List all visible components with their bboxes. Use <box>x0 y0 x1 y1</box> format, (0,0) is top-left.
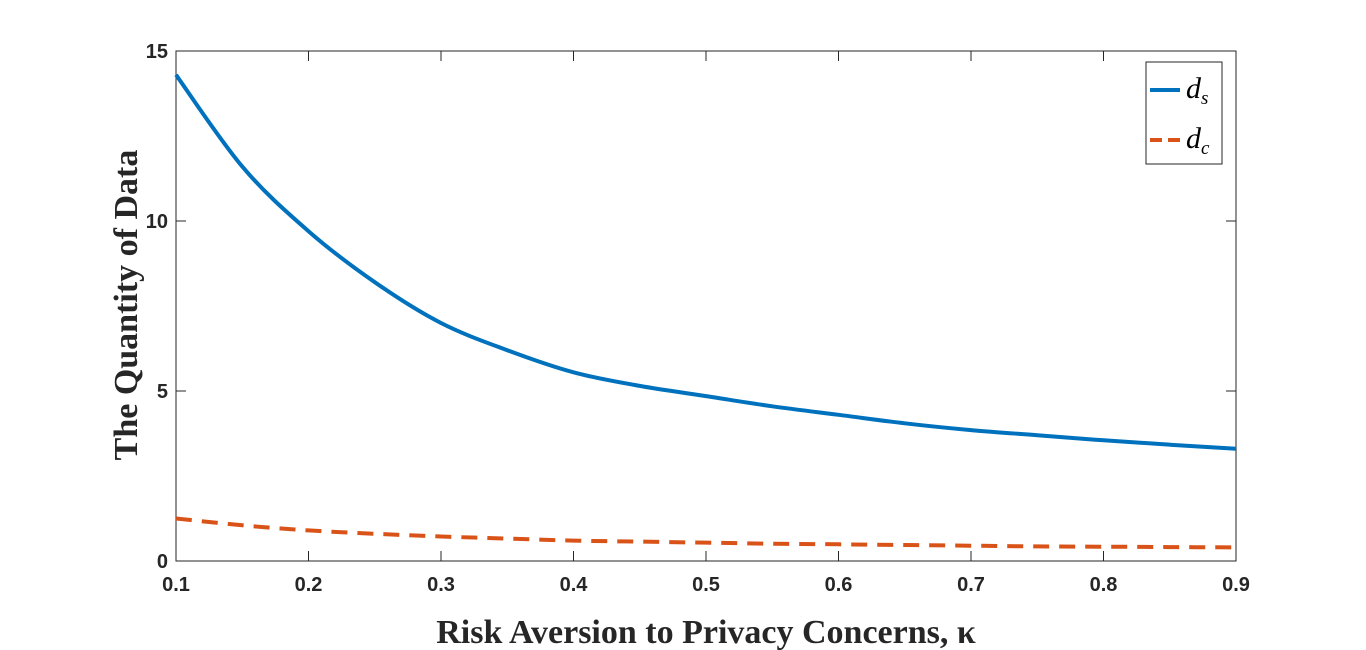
y-tick-label: 15 <box>146 41 168 63</box>
legend-label-subscript: c <box>1201 138 1210 159</box>
x-axis-title: Risk Aversion to Privacy Concerns, κ <box>436 614 976 650</box>
legend-box <box>1145 61 1223 165</box>
x-tick-label: 0.8 <box>1090 574 1118 596</box>
x-tick-label: 0.2 <box>295 574 323 596</box>
x-tick-label: 0.7 <box>957 574 985 596</box>
legend-label-main: d <box>1186 72 1202 105</box>
y-tick-label: 0 <box>157 551 168 573</box>
axis-ticks: 0.1 0.2 0.3 0.4 0.5 0.6 0.7 0.8 0.9 0 5 10 15 <box>146 41 1250 596</box>
x-tick-label: 0.3 <box>427 574 455 596</box>
legend-label-d-c: dc <box>1186 122 1210 159</box>
y-axis-title: The Quantity of Data <box>108 150 145 461</box>
plot-area <box>174 50 1237 562</box>
x-tick-label: 0.1 <box>162 574 190 596</box>
x-tick-label: 0.6 <box>825 574 853 596</box>
legend-label-d-s: ds <box>1186 72 1208 109</box>
series-line-d-s <box>174 73 1237 451</box>
y-tick-label: 10 <box>146 211 168 233</box>
x-tick-label: 0.9 <box>1222 574 1250 596</box>
x-tick-label: 0.5 <box>692 574 720 596</box>
legend-label-subscript: s <box>1201 88 1208 109</box>
x-tick-label: 0.4 <box>560 574 589 596</box>
series-line-d-c <box>175 516 1237 550</box>
y-tick-label: 5 <box>157 381 168 403</box>
legend-label-main: d <box>1186 122 1202 155</box>
axes-frame <box>175 50 1237 562</box>
